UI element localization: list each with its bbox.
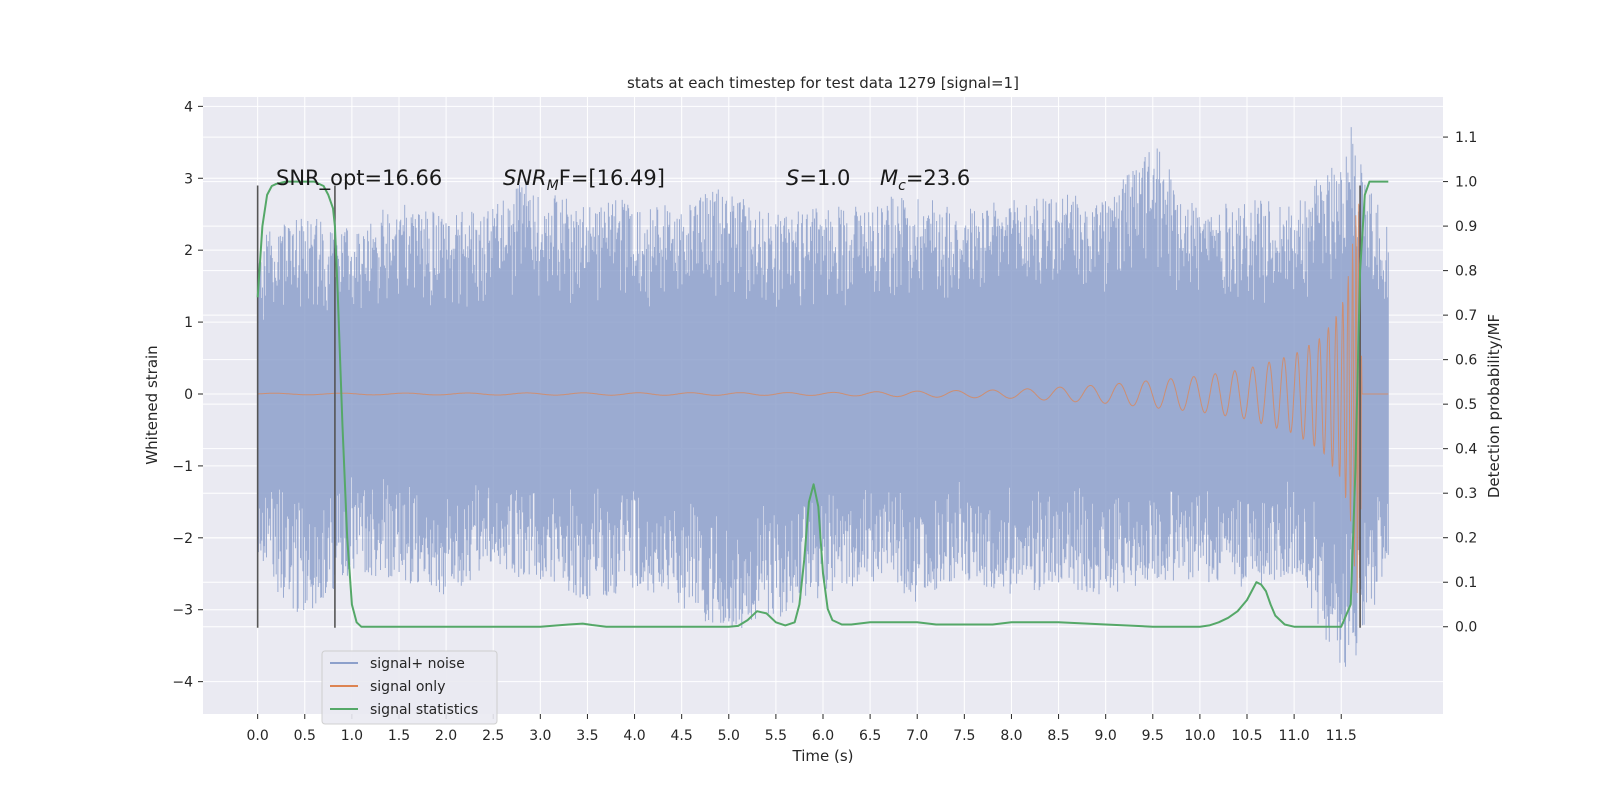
y2-tick-label: 1.0 — [1455, 175, 1477, 191]
y-tick-label: 0 — [184, 387, 193, 403]
x-tick-label: 3.5 — [576, 728, 598, 744]
x-tick-label: 9.5 — [1142, 728, 1164, 744]
x-tick-label: 7.0 — [906, 728, 928, 744]
snr-mf-annotation: SNRMF=[16.49] — [503, 166, 665, 194]
y2-tick-label: 0.6 — [1455, 353, 1477, 369]
y2-tick-label: 0.8 — [1455, 264, 1477, 280]
y2-tick-label: 0.3 — [1455, 486, 1477, 502]
x-tick-label: 1.5 — [388, 728, 410, 744]
x-tick-label: 11.0 — [1279, 728, 1310, 744]
y2-tick-label: 0.2 — [1455, 531, 1477, 547]
x-tick-label: 8.0 — [1000, 728, 1022, 744]
legend: signal+ noise signal only signal statist… — [321, 650, 498, 725]
x-tick-label: 6.5 — [859, 728, 881, 744]
y2-tick-label: 0.5 — [1455, 397, 1477, 413]
x-tick-label: 3.0 — [529, 728, 551, 744]
x-tick-label: 4.5 — [671, 728, 693, 744]
x-tick-label: 11.5 — [1326, 728, 1357, 744]
y2-tick-label: 0.1 — [1455, 575, 1477, 591]
y-tick-label: 1 — [184, 315, 193, 331]
annotations: SNR_opt=16.66 SNRMF=[16.49] S=1.0 Mc=23.… — [276, 166, 970, 194]
y-tick-label: −3 — [172, 603, 193, 619]
mc-annotation: Mc=23.6 — [880, 166, 970, 194]
y2-tick-label: 1.1 — [1455, 130, 1477, 146]
legend-box — [321, 650, 498, 725]
legend-label-signal-noise: signal+ noise — [370, 656, 465, 672]
x-tick-label: 1.0 — [341, 728, 363, 744]
x-tick-label: 5.0 — [718, 728, 740, 744]
y2-tick-label: 0.0 — [1455, 620, 1477, 636]
x-tick-label: 2.0 — [435, 728, 457, 744]
y-tick-label: 2 — [184, 243, 193, 259]
y2-tick-label: 0.4 — [1455, 442, 1477, 458]
signal-only-series — [257, 188, 1389, 594]
legend-label-signal-statistics: signal statistics — [370, 702, 478, 718]
x-tick-label: 2.5 — [482, 728, 504, 744]
y2-tick-label: 0.7 — [1455, 308, 1477, 324]
x-tick-label: 10.5 — [1231, 728, 1262, 744]
x-axis-ticks: 0.0 0.5 1.0 1.5 2.0 2.5 3.0 3.5 4.0 4.5 5.0 5.5 6.0 6… — [247, 714, 1357, 744]
y2-tick-label: 0.9 — [1455, 219, 1477, 235]
x-tick-label: 0.5 — [294, 728, 316, 744]
y-axis-ticks: 4 3 2 1 0 −1 −2 −3 −4 — [172, 99, 203, 691]
chart-title: stats at each timestep for test data 127… — [627, 74, 1019, 92]
snr-mf-prefix: SNR — [503, 166, 547, 190]
s-symbol: S — [786, 166, 799, 190]
y-tick-label: −2 — [172, 531, 193, 547]
y-tick-label: 4 — [184, 99, 193, 115]
x-tick-label: 10.0 — [1184, 728, 1215, 744]
y-axis-label: Whitened strain — [143, 345, 161, 464]
s-value: =1.0 — [799, 166, 850, 190]
snr-opt-annotation: SNR_opt=16.66 — [276, 166, 442, 191]
y-tick-label: −1 — [172, 459, 193, 475]
signal-statistics-line — [256, 180, 1389, 628]
mc-value: =23.6 — [906, 166, 970, 190]
signal-statistics-series — [256, 180, 1389, 628]
s-annotation: S=1.0 — [786, 166, 850, 190]
x-tick-label: 5.5 — [765, 728, 787, 744]
snr-mf-value: F=[16.49] — [559, 166, 665, 190]
snr-mf-subscript: M — [547, 178, 559, 194]
y-tick-label: 3 — [184, 171, 193, 187]
y2-axis-label: Detection probability/MF — [1485, 314, 1503, 498]
legend-label-signal-only: signal only — [370, 679, 445, 695]
x-tick-label: 8.5 — [1047, 728, 1069, 744]
x-tick-label: 7.5 — [953, 728, 975, 744]
signal-only-trace — [257, 188, 1389, 594]
y-tick-label: −4 — [172, 675, 193, 691]
mc-symbol: M — [880, 166, 898, 190]
x-tick-label: 4.0 — [623, 728, 645, 744]
x-tick-label: 6.0 — [812, 728, 834, 744]
mc-subscript: c — [898, 178, 906, 194]
x-tick-label: 0.0 — [247, 728, 269, 744]
x-tick-label: 9.0 — [1095, 728, 1117, 744]
x-axis-label: Time (s) — [792, 747, 854, 765]
y2-axis-ticks: 1.1 1.0 0.9 0.8 0.7 0.6 0.5 0.4 0.3 0.2 0.1 0.0 — [1443, 130, 1477, 636]
